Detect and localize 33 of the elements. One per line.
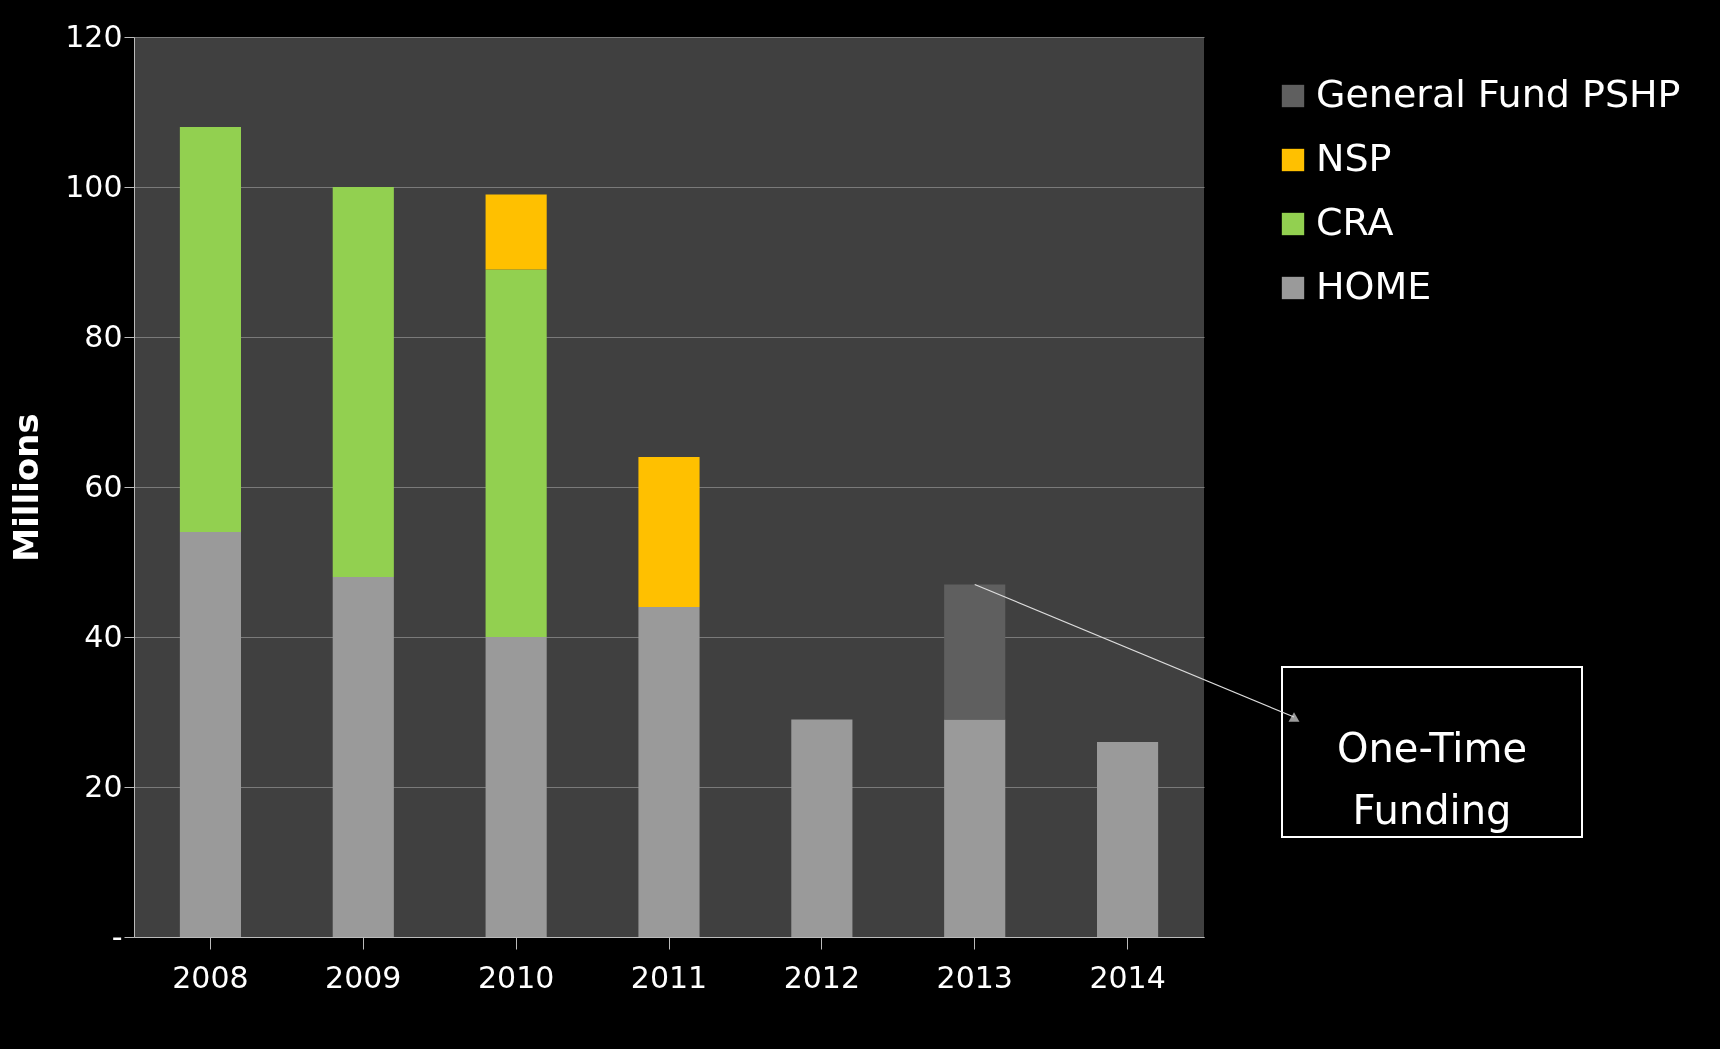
bar bbox=[179, 127, 241, 532]
x-tick-label: 2014 bbox=[1089, 959, 1166, 995]
legend-label: General Fund PSHP bbox=[1316, 72, 1681, 116]
bar bbox=[791, 719, 853, 937]
x-tick-label: 2013 bbox=[936, 959, 1013, 995]
legend-label: CRA bbox=[1316, 200, 1394, 244]
x-tick-label: 2009 bbox=[325, 959, 402, 995]
bar bbox=[332, 187, 394, 577]
bar bbox=[638, 607, 700, 937]
bar bbox=[485, 194, 547, 270]
annotation: One-Time Funding bbox=[1336, 725, 1528, 833]
bar bbox=[332, 577, 394, 937]
bar bbox=[485, 269, 547, 637]
y-axis-title: Millions bbox=[6, 413, 47, 562]
legend-label: NSP bbox=[1316, 136, 1392, 180]
y-tick-label: - bbox=[111, 918, 123, 954]
bar bbox=[944, 719, 1006, 937]
bar bbox=[638, 457, 700, 607]
y-tick-label: 40 bbox=[84, 618, 123, 654]
y-tick-label: 100 bbox=[65, 168, 123, 204]
legend-label: HOME bbox=[1316, 264, 1432, 308]
y-tick-label: 120 bbox=[65, 18, 123, 54]
y-tick-label: 20 bbox=[84, 768, 123, 804]
y-tick-label: 60 bbox=[84, 468, 123, 504]
y-tick-label: 80 bbox=[84, 318, 123, 354]
bar bbox=[944, 584, 1006, 720]
x-tick-label: 2010 bbox=[477, 959, 555, 995]
x-tick-label: 2012 bbox=[783, 959, 861, 995]
bar bbox=[179, 532, 241, 937]
x-tick-label: 2011 bbox=[630, 959, 708, 995]
bar bbox=[1097, 742, 1159, 937]
x-tick-label: 2008 bbox=[172, 959, 249, 995]
bar bbox=[485, 637, 547, 937]
